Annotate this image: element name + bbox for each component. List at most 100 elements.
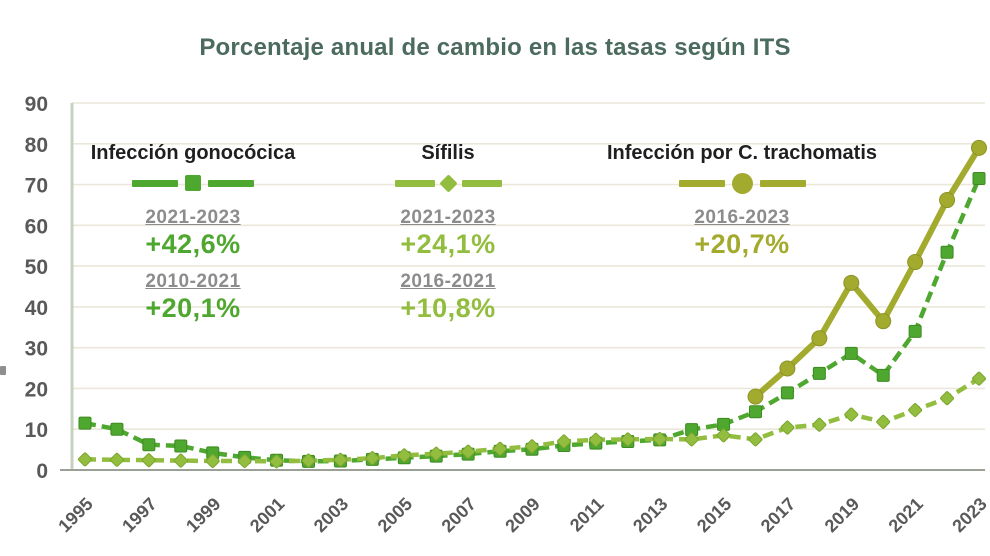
period-change-value: +10,8% (400, 293, 496, 323)
data-point-diamond (493, 441, 508, 456)
legend-block-syphilis: Sífilis 2021-2023 +24,1% 2016-2021 +10,8… (372, 142, 524, 324)
legend-line-segment (208, 179, 254, 187)
data-point-square (142, 438, 156, 452)
period-range-label: 2010-2021 (145, 271, 241, 292)
y-tick-label: 0 (36, 460, 48, 483)
data-point-circle (843, 274, 860, 291)
legend-sample-gonococcal (84, 170, 302, 196)
data-point-square (174, 439, 188, 453)
data-point-square (749, 405, 762, 419)
x-tick-label: 1997 (118, 494, 160, 536)
legend-line-segment (759, 179, 806, 187)
data-point-diamond (940, 391, 955, 406)
data-point-circle (811, 330, 828, 347)
data-point-diamond (684, 432, 699, 447)
x-tick-label: 2005 (374, 494, 416, 536)
data-point-square (78, 416, 92, 430)
y-tick-label: 90 (25, 93, 48, 116)
data-point-diamond (620, 432, 635, 447)
x-tick-label: 1995 (54, 494, 96, 536)
x-tick-label: 2021 (885, 494, 927, 536)
x-tick-label: 2009 (501, 494, 543, 536)
data-point-square (972, 171, 986, 185)
legend-block-gonococcal: Infección gonocócica 2021-2023 +42,6% 20… (84, 142, 302, 324)
period-range-label: 2016-2023 (694, 207, 790, 228)
data-point-circle (747, 388, 764, 405)
y-tick-label: 80 (25, 134, 48, 157)
square-marker-icon (185, 175, 201, 191)
data-point-square (780, 386, 794, 400)
y-tick-label: 70 (25, 175, 48, 198)
period-range-label: 2021-2023 (145, 207, 241, 228)
data-point-diamond (525, 439, 539, 454)
data-point-circle (907, 254, 924, 271)
data-point-diamond (429, 446, 444, 461)
x-tick-label: 2007 (438, 494, 480, 536)
data-point-diamond (365, 451, 380, 466)
y-tick-label: 10 (25, 419, 48, 442)
legend-sample-syphilis (372, 170, 524, 196)
data-point-diamond (876, 414, 891, 429)
circle-marker-icon (731, 172, 753, 194)
data-point-diamond (556, 434, 571, 449)
period-change-value: +42,6% (145, 229, 241, 259)
y-tick-label: 30 (25, 338, 48, 361)
period-range-label: 2016-2021 (400, 271, 496, 292)
legend-label-gonococcal: Infección gonocócica (90, 142, 296, 164)
clipped-y-axis-title-fragment (0, 366, 6, 375)
data-point-diamond (716, 428, 731, 443)
legend-line-segment (394, 179, 435, 187)
legend-label-trachomatis: Infección por C. trachomatis (606, 142, 878, 164)
data-point-diamond (461, 444, 476, 459)
data-point-diamond (205, 454, 220, 468)
x-tick-label: 2019 (821, 494, 863, 536)
data-point-diamond (301, 453, 316, 468)
data-point-diamond (237, 454, 252, 468)
period-change-value: +20,1% (145, 293, 241, 323)
legend-block-trachomatis: Infección por C. trachomatis 2016-2023 +… (592, 142, 892, 260)
data-point-square (812, 366, 826, 380)
data-point-diamond (173, 453, 188, 468)
data-point-diamond (588, 432, 603, 447)
y-tick-label: 20 (25, 378, 48, 401)
period-change-value: +20,7% (694, 229, 790, 259)
data-point-square (908, 324, 922, 338)
legend-line-segment (132, 179, 178, 187)
y-tick-label: 50 (25, 256, 48, 279)
data-point-diamond (972, 371, 986, 386)
legend-label-syphilis: Sífilis (421, 142, 475, 164)
y-tick-label: 40 (25, 297, 48, 320)
x-tick-label: 2001 (246, 494, 288, 536)
y-tick-label: 60 (25, 215, 48, 238)
data-point-diamond (333, 452, 348, 467)
data-point-square (940, 245, 954, 259)
x-tick-label: 2023 (948, 494, 990, 536)
data-point-diamond (780, 420, 795, 435)
data-point-diamond (652, 432, 667, 446)
data-point-square (876, 368, 890, 382)
data-point-circle (971, 139, 987, 156)
data-point-square (844, 346, 858, 360)
legend-sample-trachomatis (592, 170, 892, 196)
data-point-diamond (812, 417, 827, 432)
diamond-marker-icon (438, 173, 458, 193)
chart-title: Porcentaje anual de cambio en las tasas … (199, 34, 791, 61)
data-point-circle (779, 360, 796, 377)
x-tick-label: 2011 (566, 494, 608, 536)
data-point-square (110, 422, 124, 436)
x-tick-label: 1999 (182, 494, 224, 536)
legend-line-segment (678, 179, 725, 187)
x-tick-label: 2015 (693, 494, 735, 536)
period-change-value: +24,1% (400, 229, 496, 259)
data-point-diamond (109, 452, 124, 467)
data-point-diamond (397, 448, 412, 463)
data-point-diamond (844, 407, 859, 422)
data-point-diamond (269, 454, 284, 469)
x-tick-label: 2003 (310, 494, 352, 536)
x-tick-label: 2013 (629, 494, 671, 536)
period-range-label: 2021-2023 (400, 207, 496, 228)
data-point-circle (939, 192, 956, 209)
data-point-circle (875, 313, 892, 330)
x-tick-label: 2017 (757, 494, 799, 536)
